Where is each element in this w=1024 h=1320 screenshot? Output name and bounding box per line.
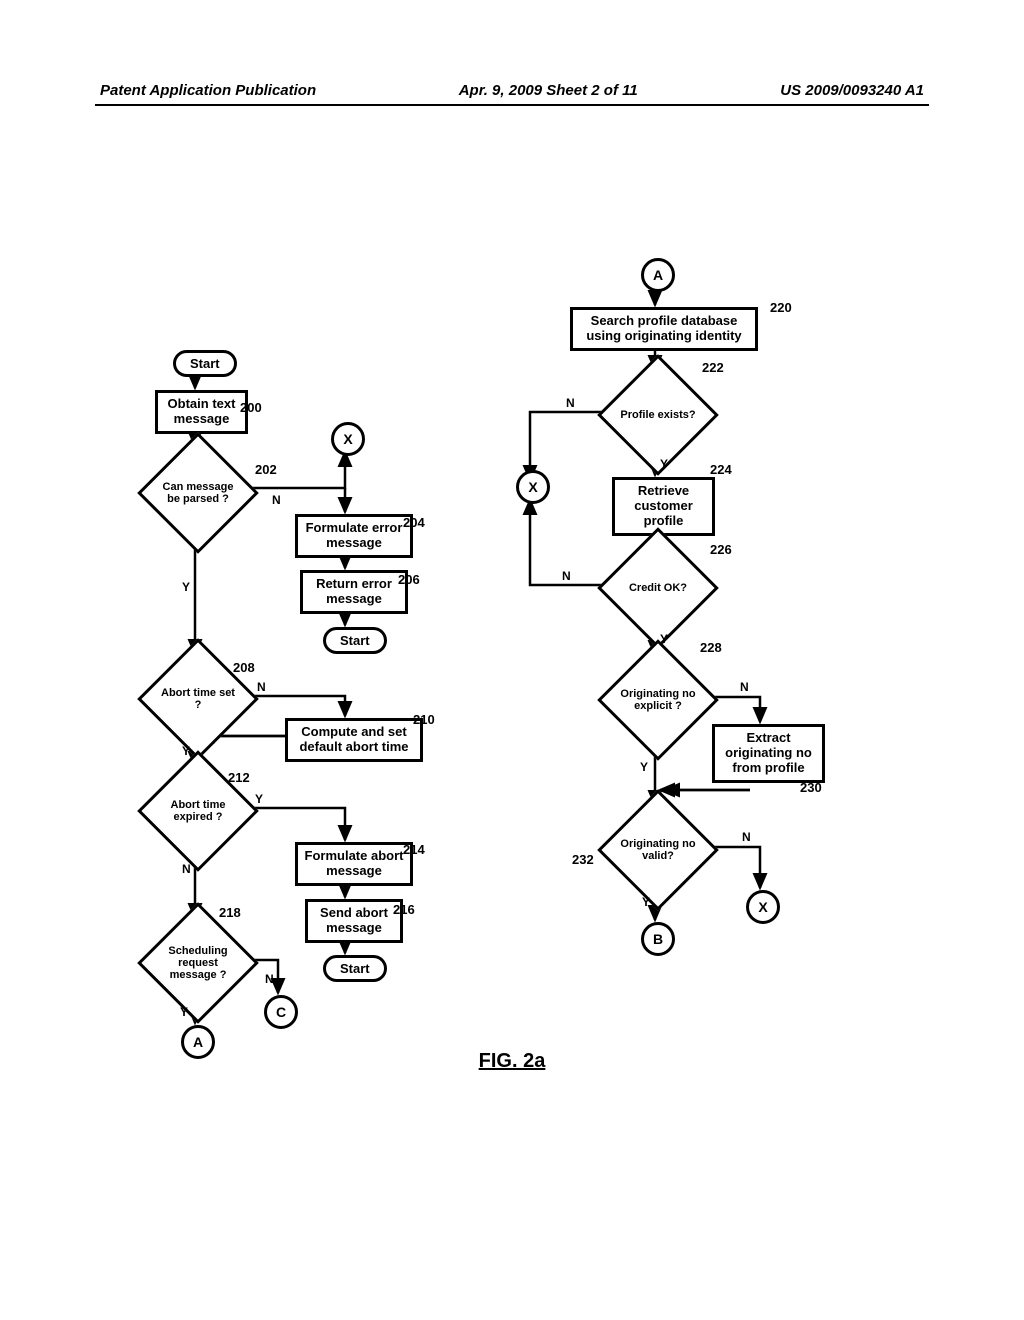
process-send-abort: Send abort message	[305, 899, 403, 943]
decision-abort-time-set: Abort time set ?	[155, 656, 241, 742]
ref-200: 200	[240, 400, 262, 415]
connector-x-1: X	[331, 422, 365, 456]
ref-214: 214	[403, 842, 425, 857]
ref-220: 220	[770, 300, 792, 315]
ref-228: 228	[700, 640, 722, 655]
process-compute-abort: Compute and set default abort time	[285, 718, 423, 762]
process-search-profile: Search profile database using originatin…	[570, 307, 758, 351]
decision-profile-exists: Profile exists?	[615, 372, 701, 458]
ref-210: 210	[413, 712, 435, 727]
flowchart-diagram: Start Obtain text message 200 Can messag…	[100, 200, 930, 1100]
process-obtain-text: Obtain text message	[155, 390, 248, 434]
ref-206: 206	[398, 572, 420, 587]
header-center: Apr. 9, 2009 Sheet 2 of 11	[459, 82, 638, 99]
process-return-error: Return error message	[300, 570, 408, 614]
process-formulate-abort: Formulate abort message	[295, 842, 413, 886]
edge-n-218: N	[265, 972, 274, 986]
edge-n-228: N	[740, 680, 749, 694]
edge-n-222: N	[566, 396, 575, 410]
edge-n-208: N	[257, 680, 266, 694]
decision-orig-valid: Originating no valid?	[615, 807, 701, 893]
edge-y-232: Y	[642, 895, 650, 909]
edge-y-208: Y	[182, 744, 190, 758]
edge-n-232: N	[742, 830, 751, 844]
start-terminal-1: Start	[173, 350, 237, 377]
page-header: Patent Application Publication Apr. 9, 2…	[0, 82, 1024, 99]
edge-n-226: N	[562, 569, 571, 583]
connector-x-2: X	[516, 470, 550, 504]
header-left: Patent Application Publication	[100, 82, 316, 99]
process-formulate-error: Formulate error message	[295, 514, 413, 558]
header-rule	[95, 104, 929, 106]
ref-232: 232	[572, 852, 594, 867]
figure-label: FIG. 2a	[0, 1050, 1024, 1073]
ref-216: 216	[393, 902, 415, 917]
start-terminal-2: Start	[323, 627, 387, 654]
edge-y-218: Y	[180, 1005, 188, 1019]
ref-208: 208	[233, 660, 255, 675]
ref-230: 230	[800, 780, 822, 795]
edge-n-212: N	[182, 862, 191, 876]
ref-224: 224	[710, 462, 732, 477]
decision-credit-ok: Credit OK?	[615, 545, 701, 631]
edge-y-212: Y	[255, 792, 263, 806]
process-extract-orig: Extract originating no from profile	[712, 724, 825, 783]
ref-212: 212	[228, 770, 250, 785]
decision-orig-explicit: Originating no explicit ?	[615, 657, 701, 743]
ref-222: 222	[702, 360, 724, 375]
connector-x-3: X	[746, 890, 780, 924]
process-retrieve-profile: Retrieve customer profile	[612, 477, 715, 536]
ref-226: 226	[710, 542, 732, 557]
page-container: Patent Application Publication Apr. 9, 2…	[0, 0, 1024, 1320]
edge-y-228: Y	[640, 760, 648, 774]
header-right: US 2009/0093240 A1	[780, 82, 924, 99]
edge-y-222: Y	[660, 457, 668, 471]
ref-204: 204	[403, 515, 425, 530]
connector-c: C	[264, 995, 298, 1029]
ref-202: 202	[255, 462, 277, 477]
edge-y-202: Y	[182, 580, 190, 594]
ref-218: 218	[219, 905, 241, 920]
connector-a-in: A	[641, 258, 675, 292]
decision-scheduling: Scheduling request message ?	[155, 920, 241, 1006]
edge-n-202: N	[272, 493, 281, 507]
connector-b: B	[641, 922, 675, 956]
decision-can-parse: Can message be parsed ?	[155, 450, 241, 536]
start-terminal-3: Start	[323, 955, 387, 982]
